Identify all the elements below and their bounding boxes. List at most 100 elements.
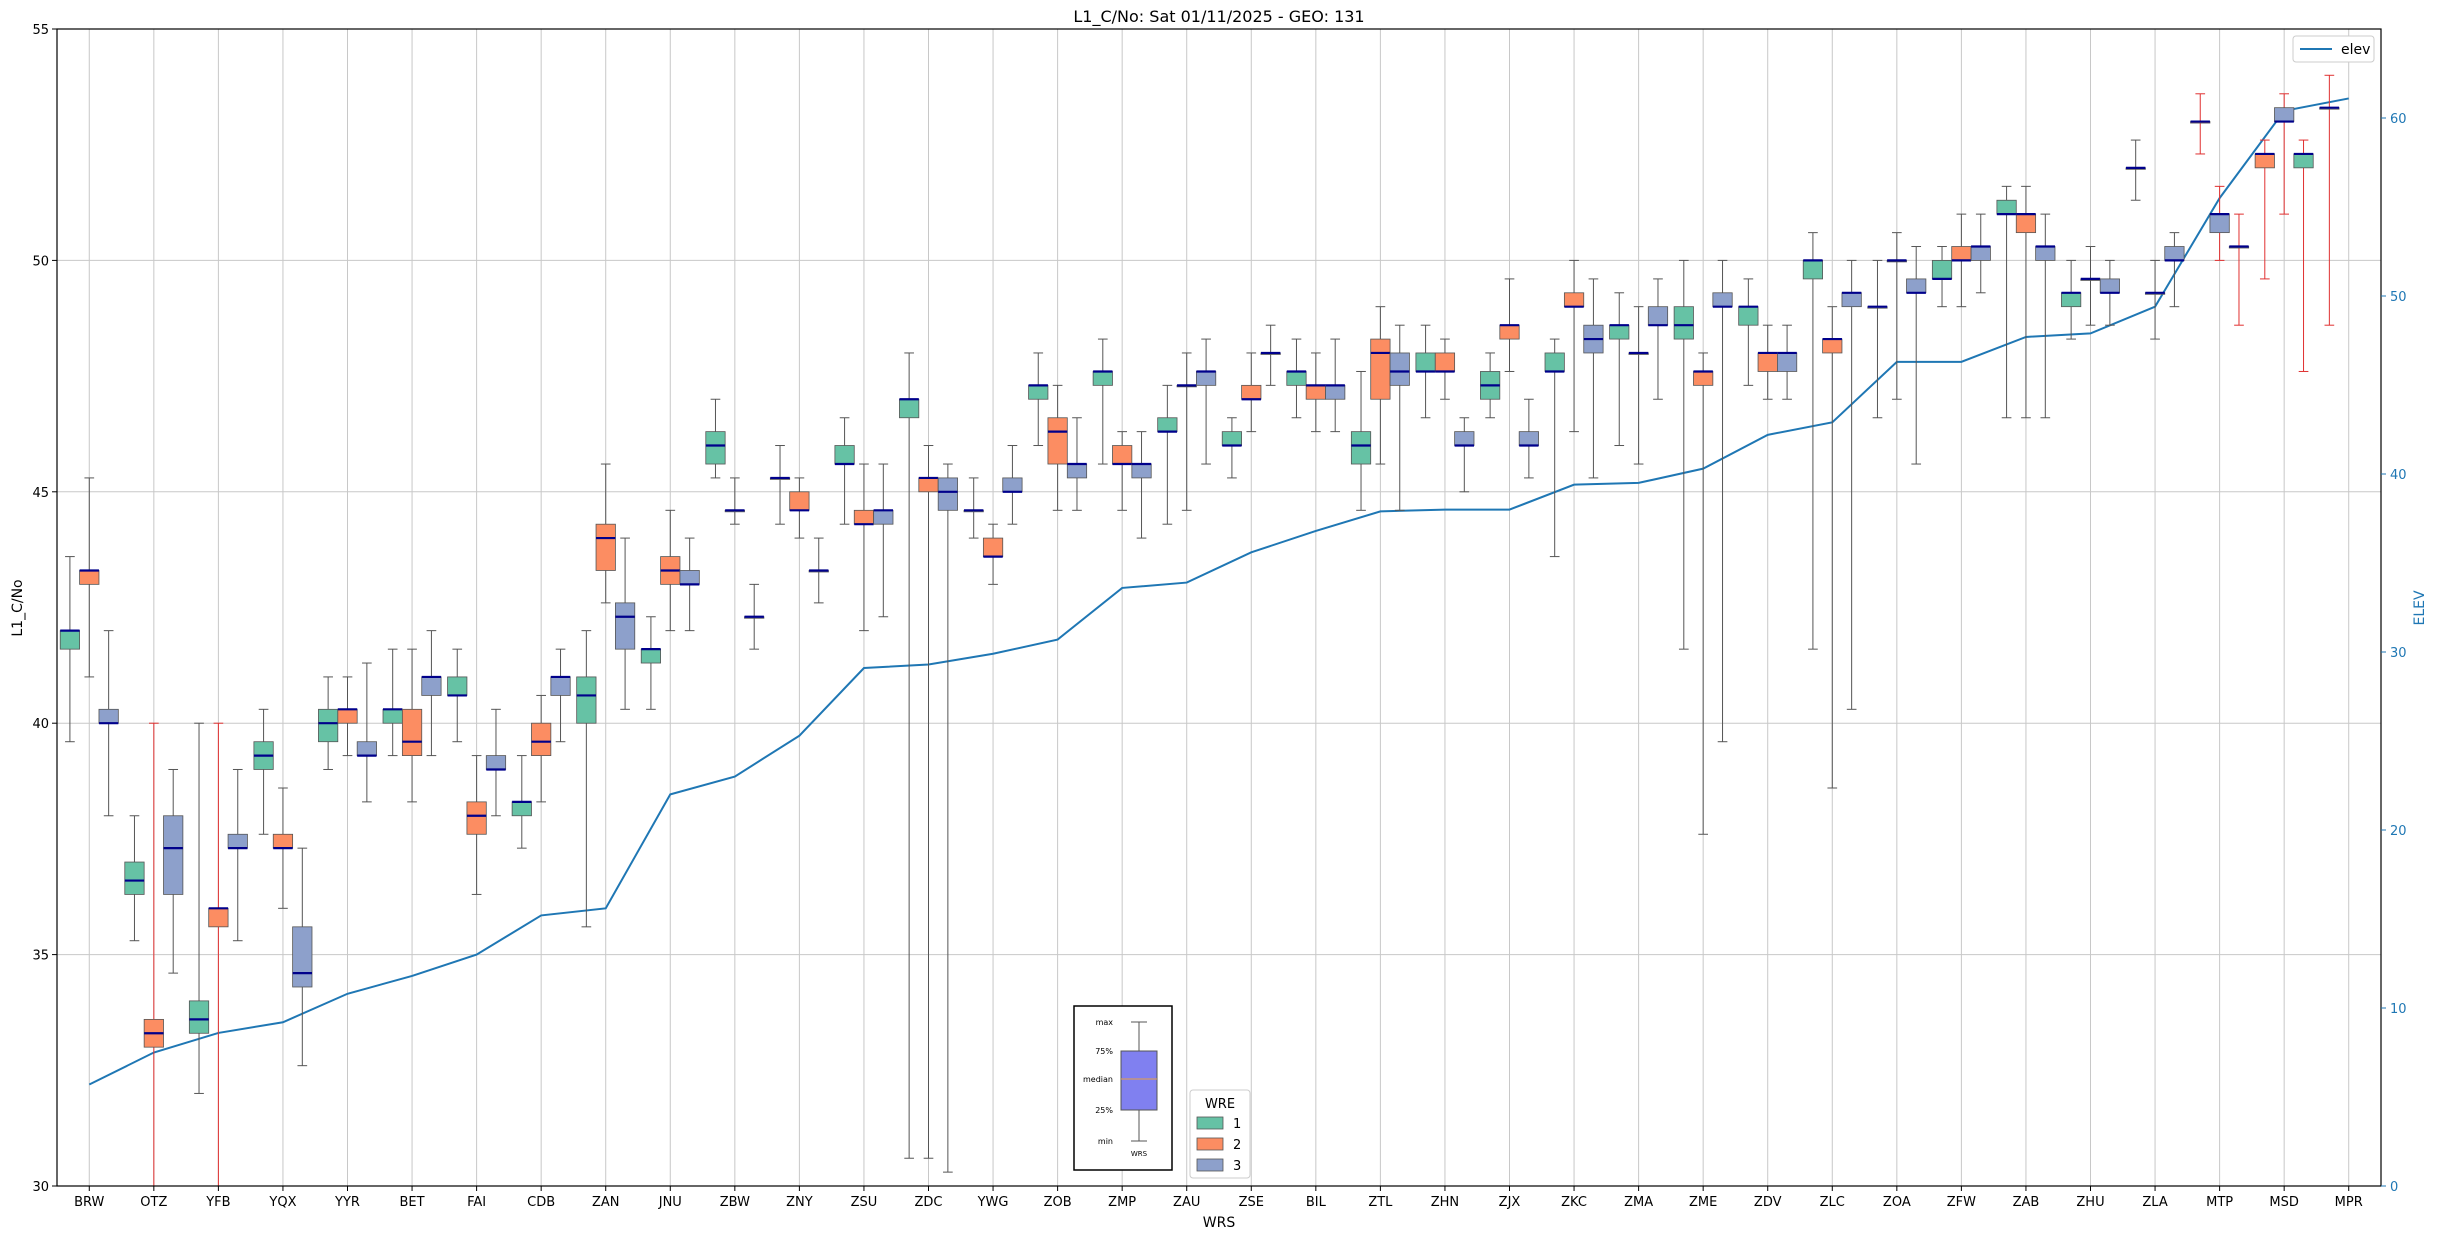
box-iqr [1841, 292, 1862, 308]
x-tick-label: JNU [658, 1195, 682, 1210]
box-iqr [1286, 371, 1307, 386]
box-iqr [899, 398, 920, 419]
box-iqr [615, 602, 636, 650]
box-iqr [421, 676, 442, 696]
x-tick-label: ZFW [1947, 1195, 1976, 1210]
y-tick-label: 30 [32, 1180, 49, 1195]
box-iqr [2164, 246, 2185, 261]
box-plot-zny [808, 537, 829, 604]
box-plot-mtp [2190, 93, 2211, 155]
box-plot-yqx [253, 708, 274, 835]
box-plot-otz [163, 768, 184, 974]
y2-tick-label: 20 [2390, 824, 2407, 839]
box-plot-zjx [1518, 398, 1539, 479]
box-plot-bet [401, 648, 423, 803]
x-tick-label: YFB [205, 1195, 230, 1210]
legend-elev: elev [2292, 35, 2375, 63]
box-iqr [1647, 306, 1669, 326]
plot-frame [56, 28, 2382, 1187]
box-iqr [485, 755, 507, 770]
box-iqr [1350, 431, 1372, 465]
y2-tick-label: 10 [2390, 1002, 2407, 1017]
box-plot-zla [2125, 139, 2146, 201]
x-tick-label: ZLC [1820, 1195, 1845, 1210]
box-iqr [124, 861, 145, 895]
box-iqr [640, 648, 661, 664]
box-plot-mtp [2209, 185, 2230, 261]
box-plot-zme [1712, 259, 1733, 743]
box-iqr [531, 722, 552, 756]
box-plot-yyr [337, 676, 358, 757]
box-plot-zhn [1415, 324, 1436, 419]
y2-tick-label: 50 [2390, 290, 2407, 305]
box-plot-brw [98, 630, 119, 817]
box-iqr [576, 676, 597, 724]
box-iqr [188, 1000, 210, 1034]
elev-line-layer [88, 97, 2349, 1086]
box-iqr [1757, 352, 1778, 372]
y2-axis-label: ELEV [2412, 590, 2428, 625]
box-plot-cdb [511, 755, 532, 849]
box-iqr [873, 509, 894, 525]
box-iqr [511, 801, 532, 817]
legend-wre-swatch [1196, 1116, 1224, 1130]
box-plot-zla [2144, 259, 2166, 340]
box-iqr [1196, 371, 1217, 386]
x-tick-label: ZNY [786, 1195, 813, 1210]
box-iqr [337, 708, 358, 724]
box-plot-yqx [292, 847, 313, 1067]
box-plot-zkc [1583, 278, 1604, 479]
box-iqr [356, 741, 377, 756]
x-tick-label: ZMP [1108, 1195, 1136, 1210]
legend-wre-swatch [1196, 1137, 1224, 1151]
x-tick-label: ZBW [720, 1195, 750, 1210]
box-iqr [466, 801, 487, 835]
box-plot-zau [1176, 352, 1197, 511]
box-iqr [918, 477, 939, 493]
y2-tick-label: 60 [2390, 112, 2407, 127]
box-plot-bet [421, 630, 442, 757]
box-plot-zmp [1112, 431, 1133, 511]
box-plot-zme [1693, 352, 1714, 835]
box-iqr [834, 445, 855, 465]
box-plot-fai [485, 708, 507, 817]
key-label: max [1096, 1018, 1114, 1027]
box-iqr [1609, 324, 1630, 340]
box-iqr [1157, 417, 1178, 433]
box-iqr [1454, 431, 1475, 446]
box-iqr [1906, 278, 1927, 294]
x-tick-label: FAI [467, 1195, 486, 1210]
legend-elev-label: elev [2341, 42, 2370, 58]
x-tick-label: ZKC [1561, 1195, 1587, 1210]
box-plot-zob [1028, 352, 1049, 447]
box-iqr [1047, 417, 1068, 465]
box-iqr [853, 509, 875, 525]
box-iqr [1092, 371, 1113, 386]
box-plot-yfb [208, 722, 229, 1187]
box-iqr [2209, 213, 2230, 234]
box-plot-zan [576, 630, 597, 928]
y-tick-label: 55 [32, 23, 49, 38]
box-plot-zhu [2099, 259, 2120, 326]
box-iqr [595, 523, 616, 571]
box-iqr [1738, 306, 1759, 326]
legend-wre-label: 3 [1233, 1159, 1241, 1174]
box-plot-zny [789, 477, 810, 539]
box-iqr [163, 815, 184, 895]
box-iqr [2254, 153, 2275, 169]
box-plot-zob [1066, 417, 1088, 511]
box-iqr [382, 708, 403, 724]
box-iqr [1931, 259, 1953, 280]
x-tick-label: ZHU [2076, 1195, 2104, 1210]
box-plot-bil [1325, 338, 1346, 433]
box-iqr [2061, 292, 2082, 308]
box-iqr [1499, 324, 1520, 340]
box-iqr [1996, 199, 2017, 215]
box-plot-zse [1260, 324, 1281, 386]
box-plot-zse [1241, 352, 1262, 433]
x-tick-label: YQX [268, 1195, 296, 1210]
box-layer [59, 74, 2340, 1187]
box-iqr [227, 833, 248, 849]
box-iqr [59, 630, 80, 650]
box-plot-zbw [744, 583, 765, 650]
